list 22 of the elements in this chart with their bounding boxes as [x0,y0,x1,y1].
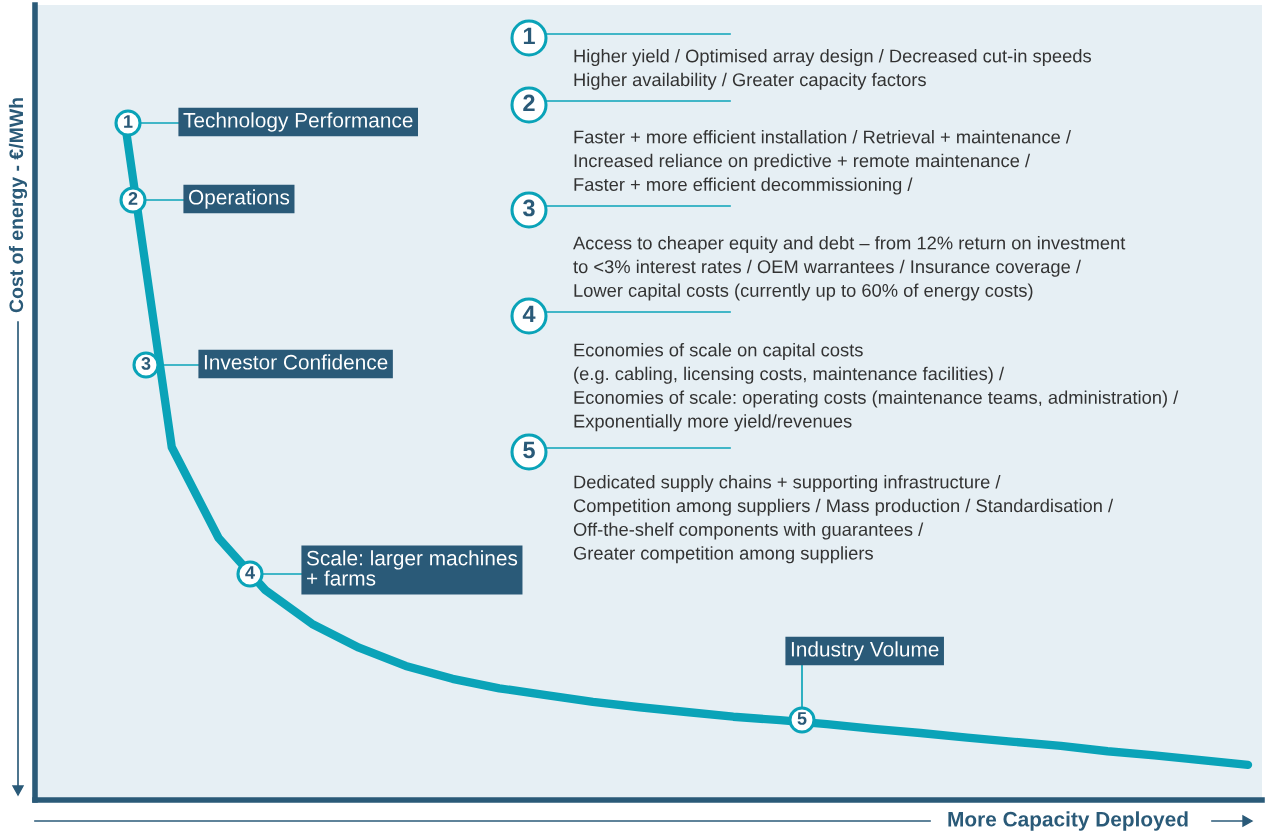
annotation: 4 [245,566,255,579]
annotation: 5 [797,712,807,725]
x-axis-title: More Capacity Deployed [948,811,1188,831]
annotation: Scale: larger machines + farms [306,550,518,586]
annotation: 5 [523,441,535,459]
annotation: Faster + more efficient installation / Retrieval + maintenance / Increased reliance on predictive + remote maintenance / Faster + more efficient decommissioning / [574,130,1071,195]
annotation: 3 [522,199,535,217]
annotation: Industry Volume [791,641,939,661]
annotation: Access to cheaper equity and debt – from 12% return on investment to <3% interest rates / OEM warrantees / Insurance coverage / Lower capital costs (currently up to 60% of energy costs) [573,236,1126,301]
annotation: Economies of scale on capital costs (e.g. cabling, licensing costs, maintenance facilities) / Economies of scale: operating costs (maintenance teams, administration) / Exponentially more yield/revenues [574,343,1179,432]
annotation: 3 [141,357,151,370]
annotation: 2 [128,192,138,205]
text: 1 [523,27,535,45]
annotation: 4 [522,305,536,323]
annotation: Dedicated supply chains + supporting infrastructure / Competition among suppliers / Mass production / Standardisation / Off-the-shelf components with guarantees / Greater competition among suppliers [573,475,1114,564]
annotation: Investor Confidence [204,354,388,370]
annotation: Operations [188,189,290,209]
text: Higher yield / Optimised array design / Decreased cut-in speeds Higher availability / Greater capacity factors [574,49,1092,90]
annotation: Technology Performance [183,112,413,132]
y-axis-title: Cost of energy - €/MWh [8,98,28,313]
text: 2 [523,94,535,112]
annotation: 1 [124,115,133,128]
